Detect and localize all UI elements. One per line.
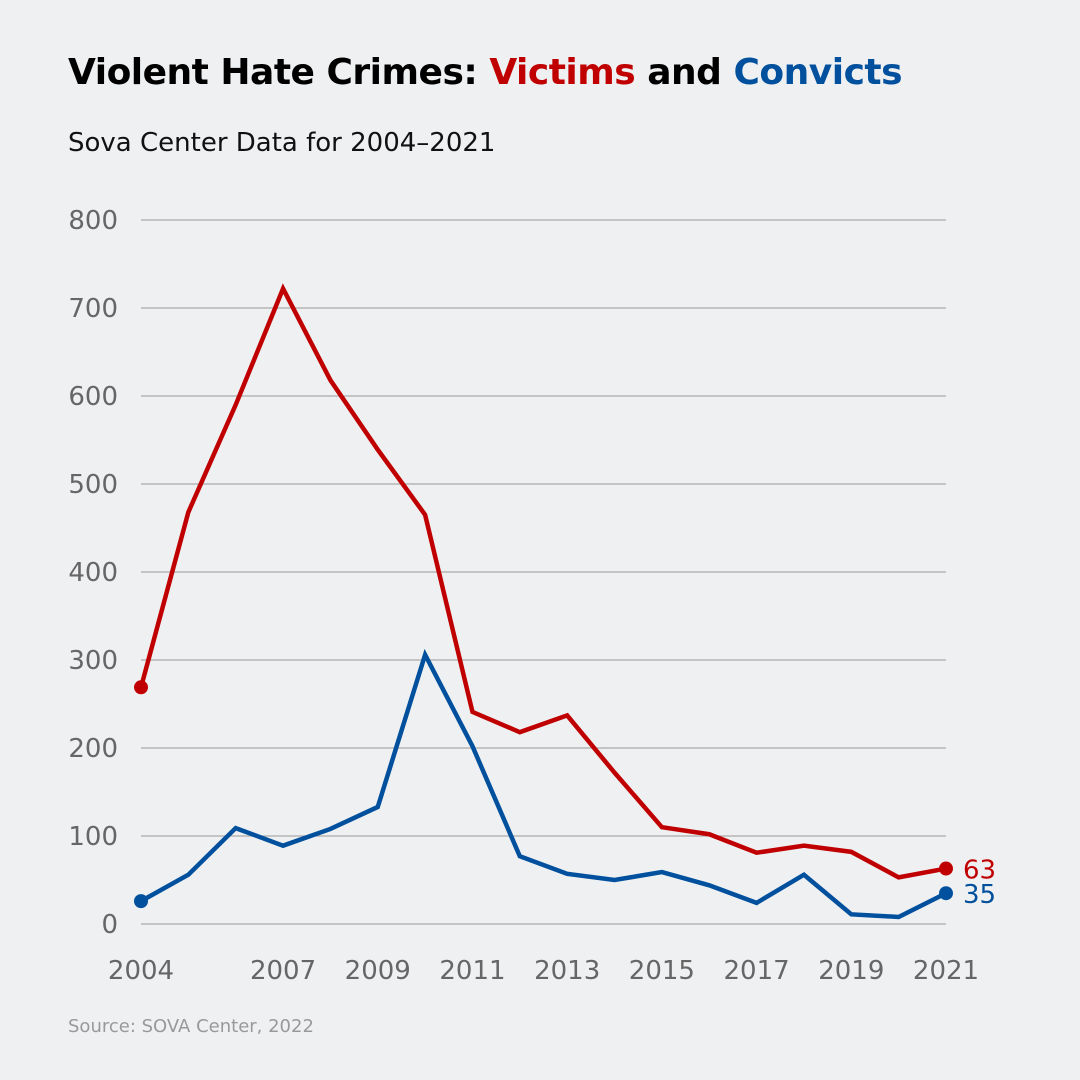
y-tick-label: 800: [68, 206, 118, 236]
series-line-victims: [138, 283, 947, 880]
title-convicts: Convicts: [733, 52, 903, 93]
end-point-victims: [939, 861, 953, 876]
title-prefix: Violent Hate Crimes:: [68, 52, 490, 93]
y-tick-label: 600: [68, 382, 118, 412]
x-tick-label: 2015: [629, 956, 695, 986]
x-tick-label: 2013: [534, 956, 600, 986]
y-tick-label: 400: [68, 558, 118, 588]
source-note: Source: SOVA Center, 2022: [68, 1016, 314, 1037]
title-and: and: [635, 52, 734, 93]
y-tick-label: 700: [68, 294, 118, 324]
start-point-victims: [134, 680, 148, 695]
start-point-convicts: [134, 894, 148, 909]
x-tick-label: 2017: [724, 956, 790, 986]
y-tick-label: 200: [68, 734, 118, 764]
x-tick-label: 2007: [250, 956, 316, 986]
series-line-convicts: [139, 648, 948, 920]
x-tick-label: 2011: [439, 956, 505, 986]
y-tick-label: 0: [101, 910, 118, 940]
y-tick-label: 300: [68, 646, 118, 676]
end-label-victims: 63: [963, 856, 996, 886]
y-tick-label: 500: [68, 470, 118, 500]
x-tick-label: 2021: [913, 956, 979, 986]
title-victims: Victims: [489, 52, 636, 93]
chart-subtitle: Sova Center Data for 2004–2021: [68, 128, 496, 158]
y-tick-label: 100: [68, 822, 118, 852]
end-point-convicts: [939, 886, 953, 901]
x-tick-label: 2004: [108, 956, 174, 986]
x-tick-label: 2019: [818, 956, 884, 986]
x-tick-label: 2009: [345, 956, 411, 986]
chart-title: Violent Hate Crimes: Victims and Convict…: [68, 52, 903, 93]
end-label-convicts: 35: [963, 880, 996, 910]
